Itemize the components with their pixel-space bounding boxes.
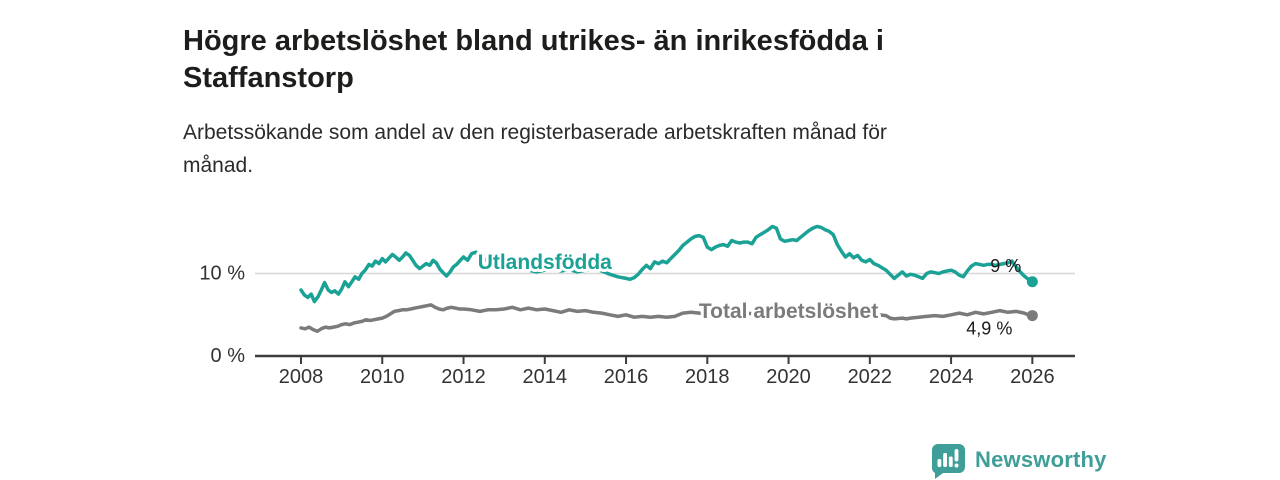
newsworthy-speech-bubble-chart-icon — [932, 444, 965, 479]
x-axis-tick-label: 2026 — [1010, 366, 1055, 388]
x-axis-tick-label: 2010 — [360, 366, 405, 388]
x-axis-tick-label: 2012 — [441, 366, 486, 388]
newsworthy-wordmark: Newsworthy — [975, 447, 1107, 472]
x-axis-tick-label: 2022 — [848, 366, 893, 388]
speech-bubble-shape — [932, 444, 965, 479]
x-axis-tick-label: 2016 — [604, 366, 649, 388]
page-title: Högre arbetslöshet bland utrikes- än inr… — [183, 23, 1083, 97]
page-title-line1: Högre arbetslöshet bland utrikes- än inr… — [183, 25, 884, 58]
page-title-line2: Staffanstorp — [183, 62, 354, 95]
series-end-value-utlandsfodda: 9 % — [990, 256, 1021, 276]
series-label-utlandsfodda: Utlandsfödda — [478, 251, 612, 274]
series-end-value-total-arbetsloshet: 4,9 % — [966, 319, 1012, 339]
y-axis-tick-label: 0 % — [211, 345, 246, 367]
x-axis-tick-label: 2008 — [279, 366, 324, 388]
x-axis-tick-label: 2024 — [929, 366, 974, 388]
series-end-dot-utlandsfodda — [1026, 276, 1038, 288]
chart-subtitle: Arbetssökande som andel av den registerb… — [183, 116, 1083, 182]
y-axis-tick-label: 10 % — [199, 263, 245, 285]
series-label-total-arbetsloshet: Total arbetslöshet — [699, 300, 878, 323]
chart-subtitle-line2: månad. — [183, 154, 254, 177]
series-end-dot-total-arbetsloshet — [1026, 310, 1038, 322]
x-axis-tick-label: 2014 — [523, 366, 568, 388]
series-line-utlandsfodda — [299, 224, 1035, 304]
x-axis-tick-label: 2018 — [685, 366, 730, 388]
newsworthy-branding: Newsworthy — [929, 441, 1107, 479]
x-axis-tick-label: 2020 — [766, 366, 811, 388]
chart-subtitle-line1: Arbetssökande som andel av den registerb… — [183, 121, 887, 144]
series-line-total-arbetsloshet — [299, 303, 1035, 334]
